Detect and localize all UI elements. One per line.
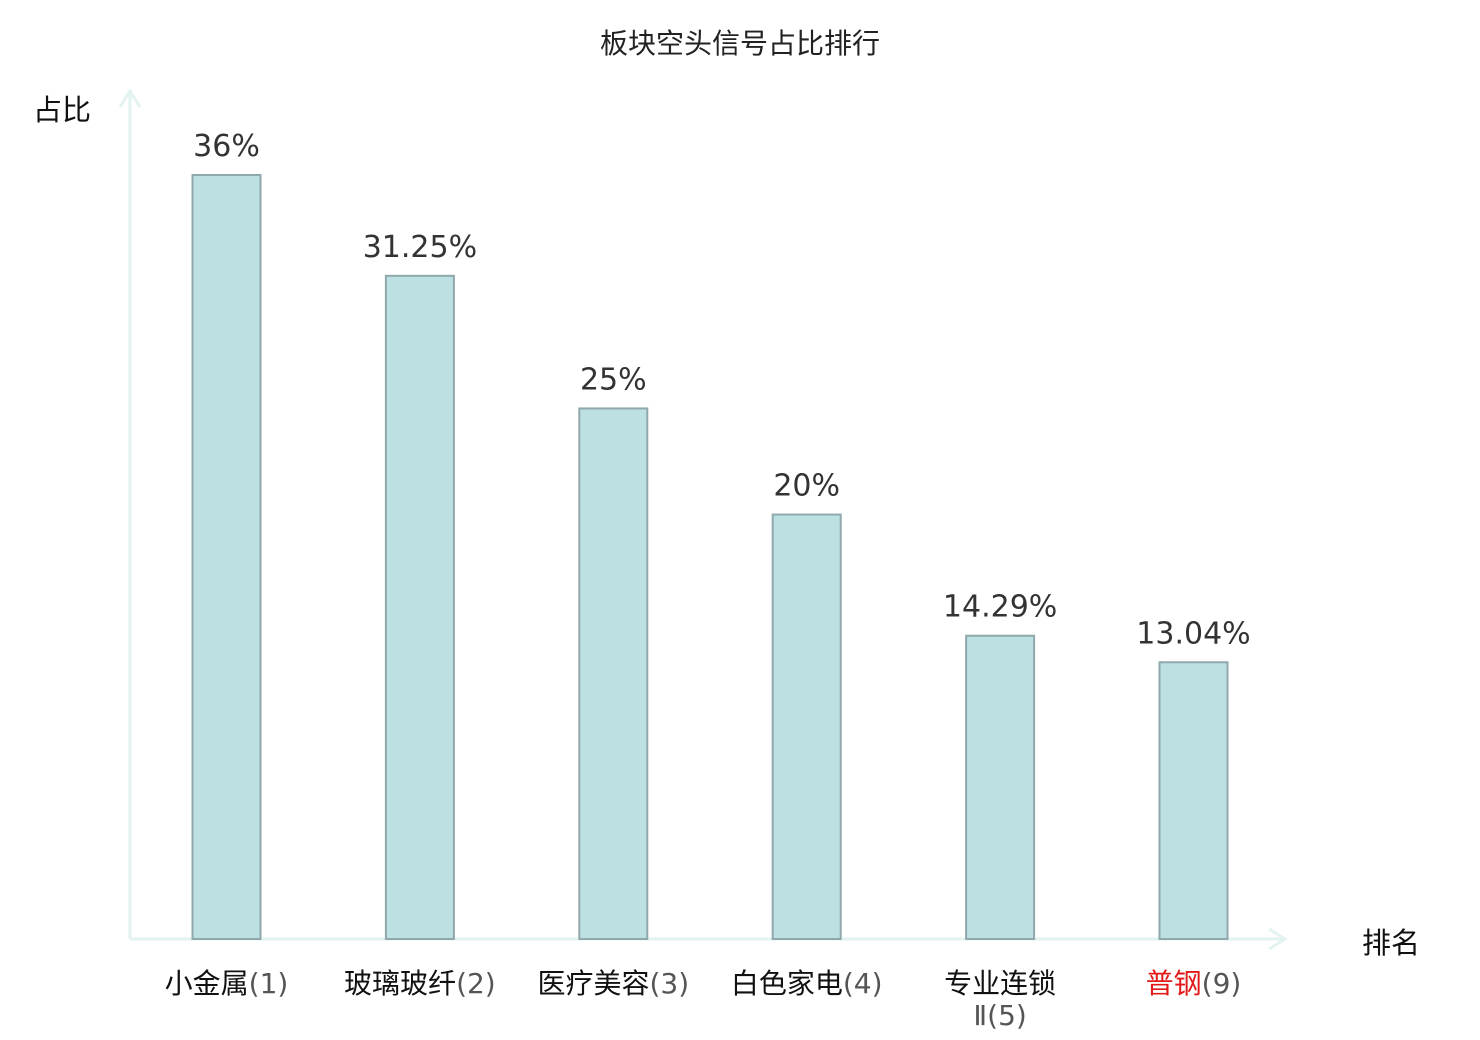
y-axis-arrow-icon (118, 88, 142, 108)
x-axis-label: 排名 (1362, 926, 1420, 960)
value-label: 13.04% (1136, 616, 1250, 651)
category-label: 小金属(1) (165, 967, 289, 1000)
category-label: 白色家电(4) (731, 967, 883, 1000)
x-axis-arrow-icon (1268, 927, 1288, 951)
value-label: 20% (773, 469, 840, 504)
bar (965, 634, 1036, 940)
category-label: 玻璃玻纤(2) (344, 967, 496, 1000)
category-label: 普钢(9) (1146, 967, 1242, 1000)
chart-title: 板块空头信号占比排行 (600, 27, 880, 60)
value-label: 31.25% (363, 230, 477, 265)
category-label: 专业连锁 (944, 967, 1056, 1000)
value-label: 14.29% (943, 590, 1057, 625)
axes (118, 88, 1288, 951)
bars-group (191, 174, 1229, 940)
y-axis-label: 占比 (33, 93, 91, 127)
value-label: 25% (580, 362, 647, 397)
value-label: 36% (193, 129, 260, 164)
category-label-line2: Ⅱ(5) (973, 999, 1026, 1032)
category-label: 医疗美容(3) (537, 967, 689, 1000)
bar (771, 513, 842, 940)
bar (1158, 661, 1229, 940)
value-labels-group: 36% 31.25% 25% 20% 14.29% 13.04% (193, 129, 1251, 651)
bar (578, 407, 649, 940)
bar (384, 274, 455, 940)
bar (191, 174, 262, 940)
